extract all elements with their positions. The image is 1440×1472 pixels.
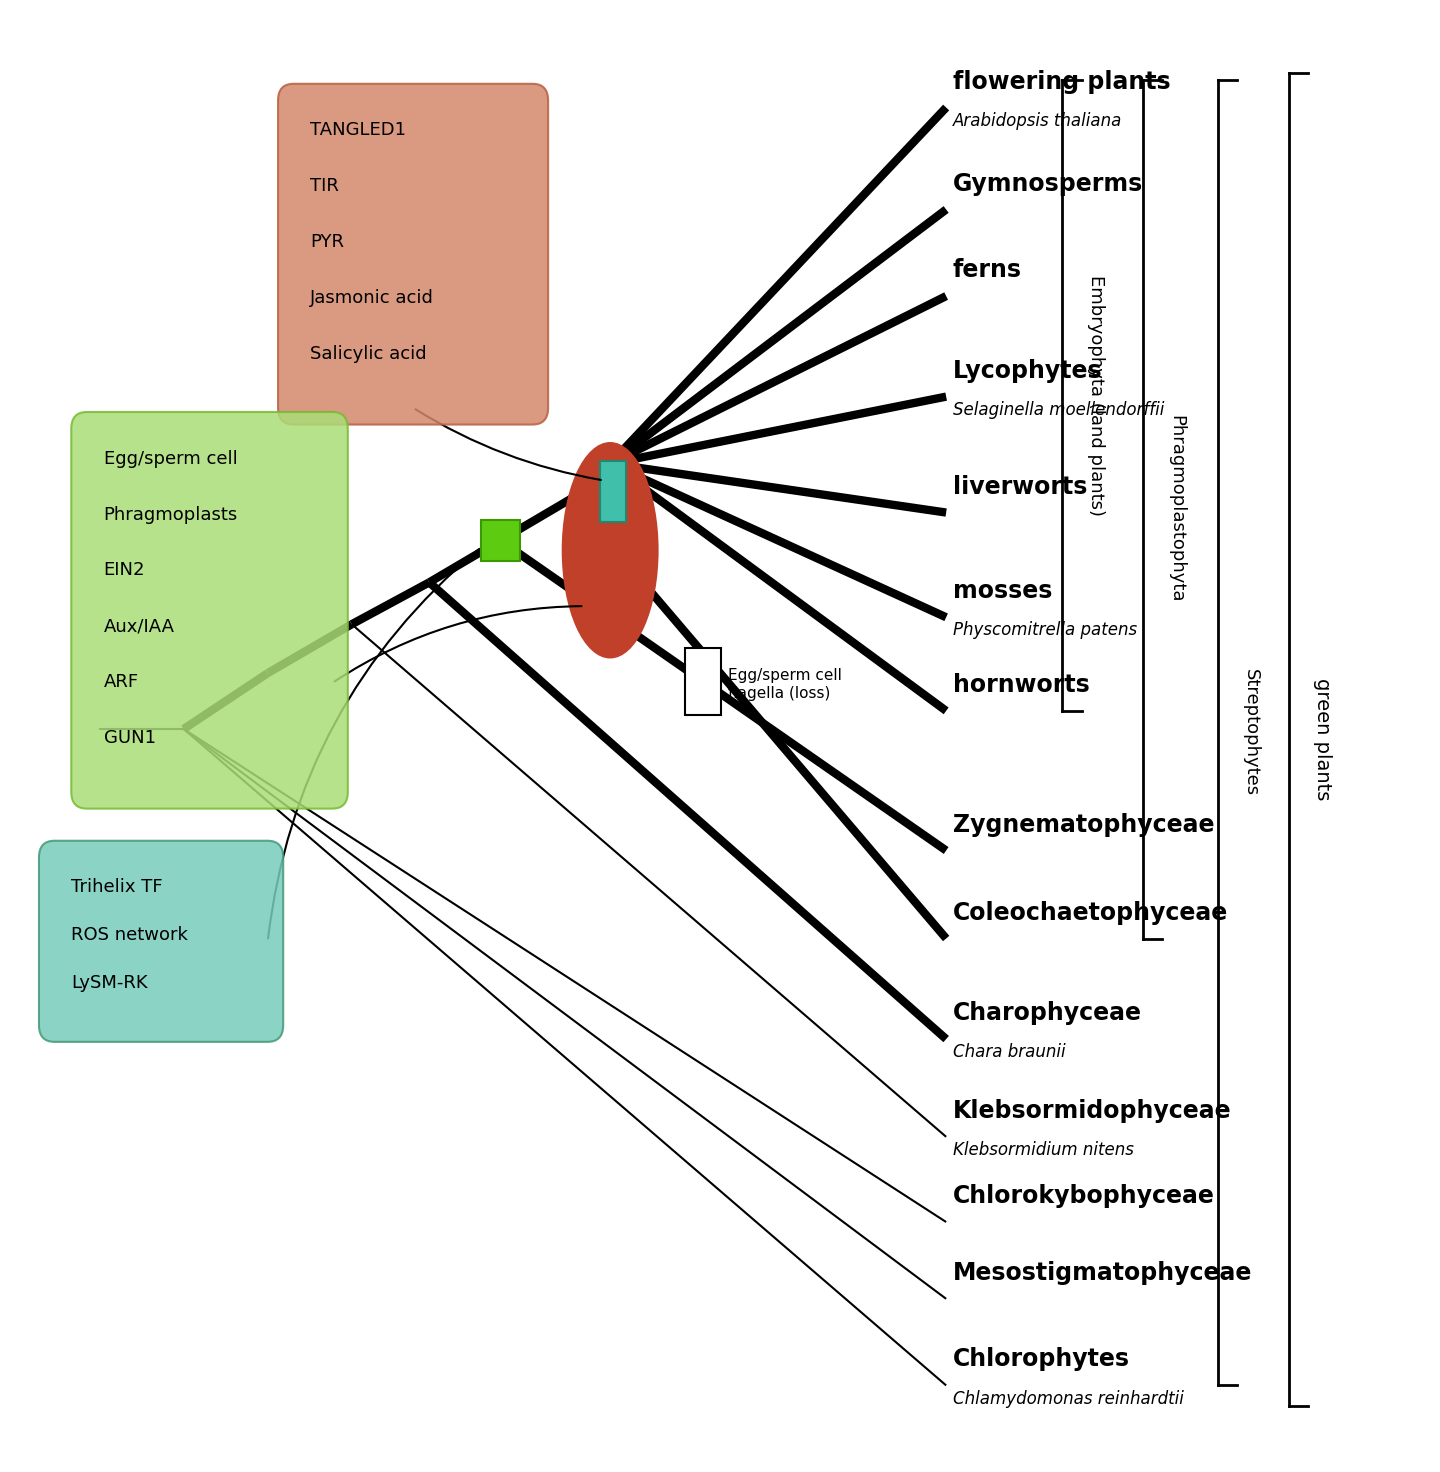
FancyBboxPatch shape bbox=[278, 84, 549, 424]
Bar bbox=[685, 648, 721, 715]
Text: Embryophyta (land plants): Embryophyta (land plants) bbox=[1087, 275, 1104, 515]
Text: Chara braunii: Chara braunii bbox=[953, 1044, 1066, 1061]
Text: Selaginella moellendorffii: Selaginella moellendorffii bbox=[953, 400, 1164, 420]
Text: flowering plants: flowering plants bbox=[953, 69, 1171, 94]
Text: green plants: green plants bbox=[1313, 679, 1332, 801]
Text: EIN2: EIN2 bbox=[104, 561, 145, 580]
Text: LySM-RK: LySM-RK bbox=[71, 974, 148, 992]
Text: Chlorophytes: Chlorophytes bbox=[953, 1347, 1129, 1372]
Text: hornworts: hornworts bbox=[953, 673, 1090, 696]
Text: mosses: mosses bbox=[953, 580, 1053, 604]
Text: Klebsormidophyceae: Klebsormidophyceae bbox=[953, 1100, 1231, 1123]
Text: ARF: ARF bbox=[104, 673, 138, 692]
Text: Coleochaetophyceae: Coleochaetophyceae bbox=[953, 901, 1228, 924]
Text: Physcomitrella patens: Physcomitrella patens bbox=[953, 621, 1136, 639]
Text: Charophyceae: Charophyceae bbox=[953, 1001, 1142, 1025]
Text: Lycophytes: Lycophytes bbox=[953, 359, 1102, 383]
Text: ferns: ferns bbox=[953, 258, 1021, 283]
Text: Phragmoplastophyta: Phragmoplastophyta bbox=[1168, 415, 1185, 604]
Text: Trihelix TF: Trihelix TF bbox=[71, 879, 163, 896]
FancyBboxPatch shape bbox=[39, 841, 284, 1042]
Text: GUN1: GUN1 bbox=[104, 729, 156, 746]
FancyBboxPatch shape bbox=[71, 412, 348, 808]
Text: TANGLED1: TANGLED1 bbox=[311, 122, 406, 140]
Text: liverworts: liverworts bbox=[953, 474, 1087, 499]
Text: Egg/sperm cell: Egg/sperm cell bbox=[104, 449, 238, 468]
Text: Chlorokybophyceae: Chlorokybophyceae bbox=[953, 1183, 1214, 1209]
Text: Salicylic acid: Salicylic acid bbox=[311, 344, 428, 364]
Text: Phragmoplasts: Phragmoplasts bbox=[104, 505, 238, 524]
Text: Mesostigmatophyceae: Mesostigmatophyceae bbox=[953, 1262, 1251, 1285]
Text: ROS network: ROS network bbox=[71, 926, 189, 945]
Bar bbox=[600, 461, 625, 523]
Text: Gymnosperms: Gymnosperms bbox=[953, 172, 1143, 196]
Ellipse shape bbox=[562, 442, 658, 658]
Text: Klebsormidium nitens: Klebsormidium nitens bbox=[953, 1141, 1133, 1158]
Text: Aux/IAA: Aux/IAA bbox=[104, 617, 174, 636]
Text: Arabidopsis thaliana: Arabidopsis thaliana bbox=[953, 112, 1122, 130]
Text: Jasmonic acid: Jasmonic acid bbox=[311, 289, 435, 308]
Text: Chlamydomonas reinhardtii: Chlamydomonas reinhardtii bbox=[953, 1390, 1184, 1407]
Bar bbox=[481, 520, 520, 561]
Text: Zygnematophyceae: Zygnematophyceae bbox=[953, 813, 1214, 836]
Text: PYR: PYR bbox=[311, 233, 344, 252]
Text: Egg/sperm cell
flagella (loss): Egg/sperm cell flagella (loss) bbox=[727, 668, 841, 701]
Text: TIR: TIR bbox=[311, 177, 340, 196]
Text: Streptophytes: Streptophytes bbox=[1243, 668, 1260, 796]
